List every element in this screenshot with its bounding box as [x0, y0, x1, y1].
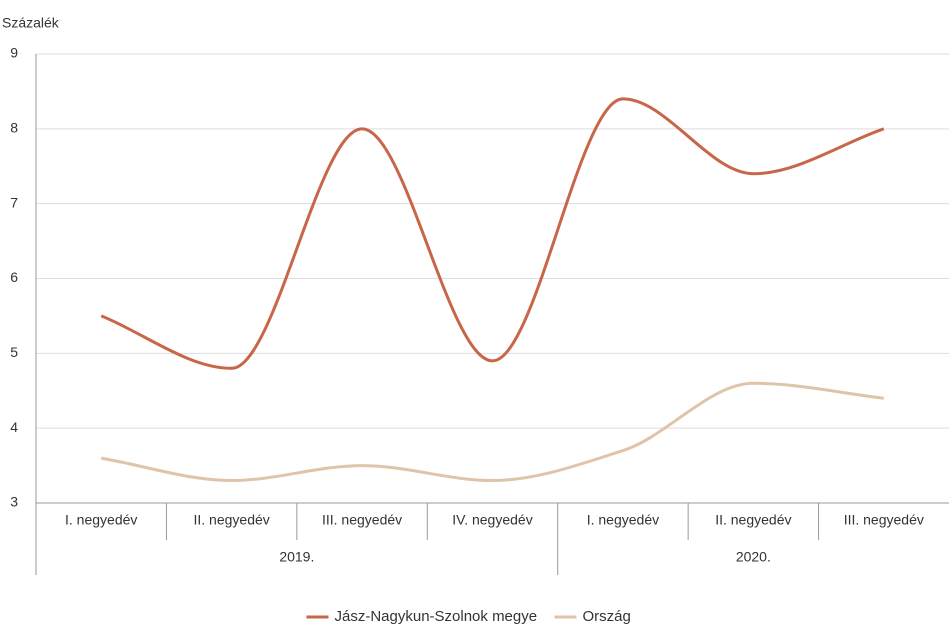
x-tick-label: I. negyedév [587, 512, 659, 528]
x-group-label: 2020. [736, 549, 771, 565]
y-tick-label: 3 [10, 494, 18, 510]
y-tick-label: 4 [10, 419, 18, 435]
y-tick-label: 9 [10, 45, 18, 61]
series-line [100, 381, 884, 483]
x-tick-label: II. negyedév [715, 512, 791, 528]
x-tick-label: III. negyedév [844, 512, 924, 528]
x-tick-label: III. negyedév [322, 512, 402, 528]
x-group-label: 2019. [279, 549, 314, 565]
series-line [100, 97, 885, 370]
x-tick-label: II. negyedév [194, 512, 270, 528]
y-axis-label: Százalék [2, 15, 60, 31]
legend-label: Jász-Nagykun-Szolnok megye [335, 608, 538, 625]
y-tick-label: 5 [10, 344, 18, 360]
y-tick-label: 6 [10, 269, 18, 285]
x-tick-label: IV. negyedév [452, 512, 532, 528]
legend-label: Ország [583, 608, 631, 625]
x-tick-label: I. negyedév [65, 512, 137, 528]
y-tick-label: 7 [10, 194, 18, 210]
y-tick-label: 8 [10, 120, 18, 136]
